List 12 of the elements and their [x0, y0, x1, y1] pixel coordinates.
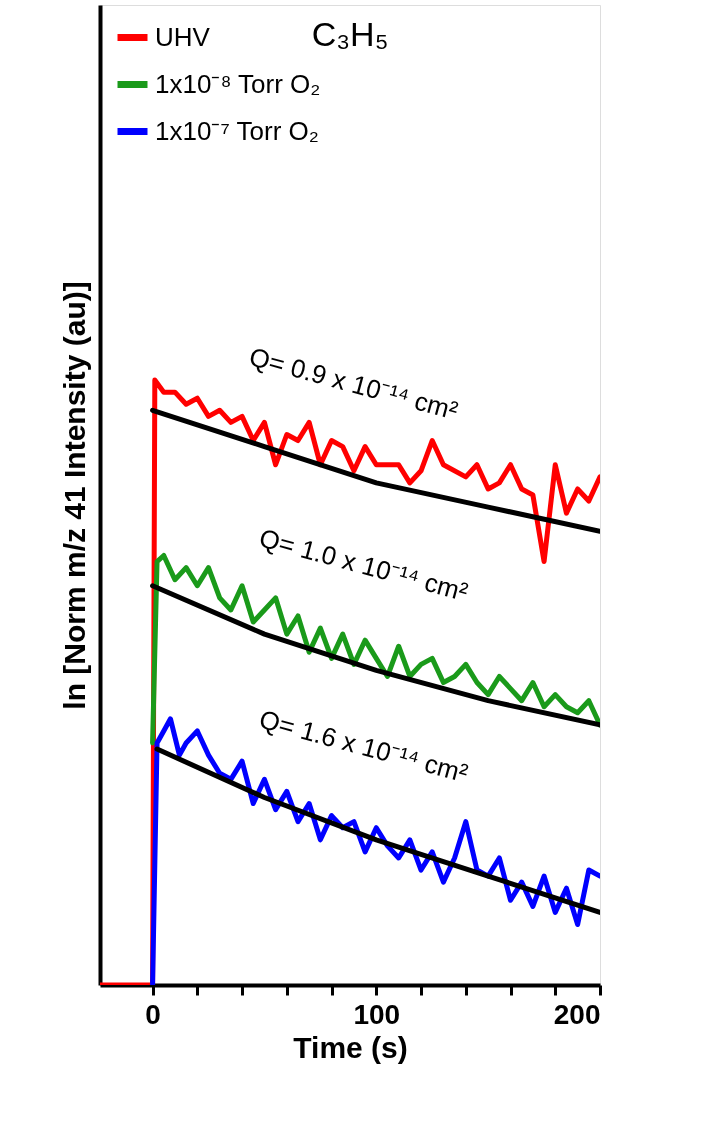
x-tick-label: 200: [553, 998, 601, 1030]
annotation: Q= 1.6 x 10⁻¹⁴ cm²: [256, 703, 472, 789]
annotation: Q= 0.9 x 10⁻¹⁴ cm²: [246, 341, 462, 426]
x-tick-label: 0: [145, 998, 161, 1030]
x-tick-label: 100: [353, 998, 401, 1030]
y-axis-title: ln [Norm m/z 41 Intensity (au)]: [57, 281, 91, 710]
legend-label: 1x10⁻⁸ Torr O₂: [155, 68, 321, 99]
legend-label: 1x10⁻⁷ Torr O₂: [155, 115, 319, 146]
annotation: Q= 1.0 x 10⁻¹⁴ cm²: [256, 522, 472, 608]
legend-label: UHV: [155, 21, 211, 52]
x-axis-title: Time (s): [293, 1030, 408, 1064]
chart-title: C₃H₅: [311, 15, 389, 53]
